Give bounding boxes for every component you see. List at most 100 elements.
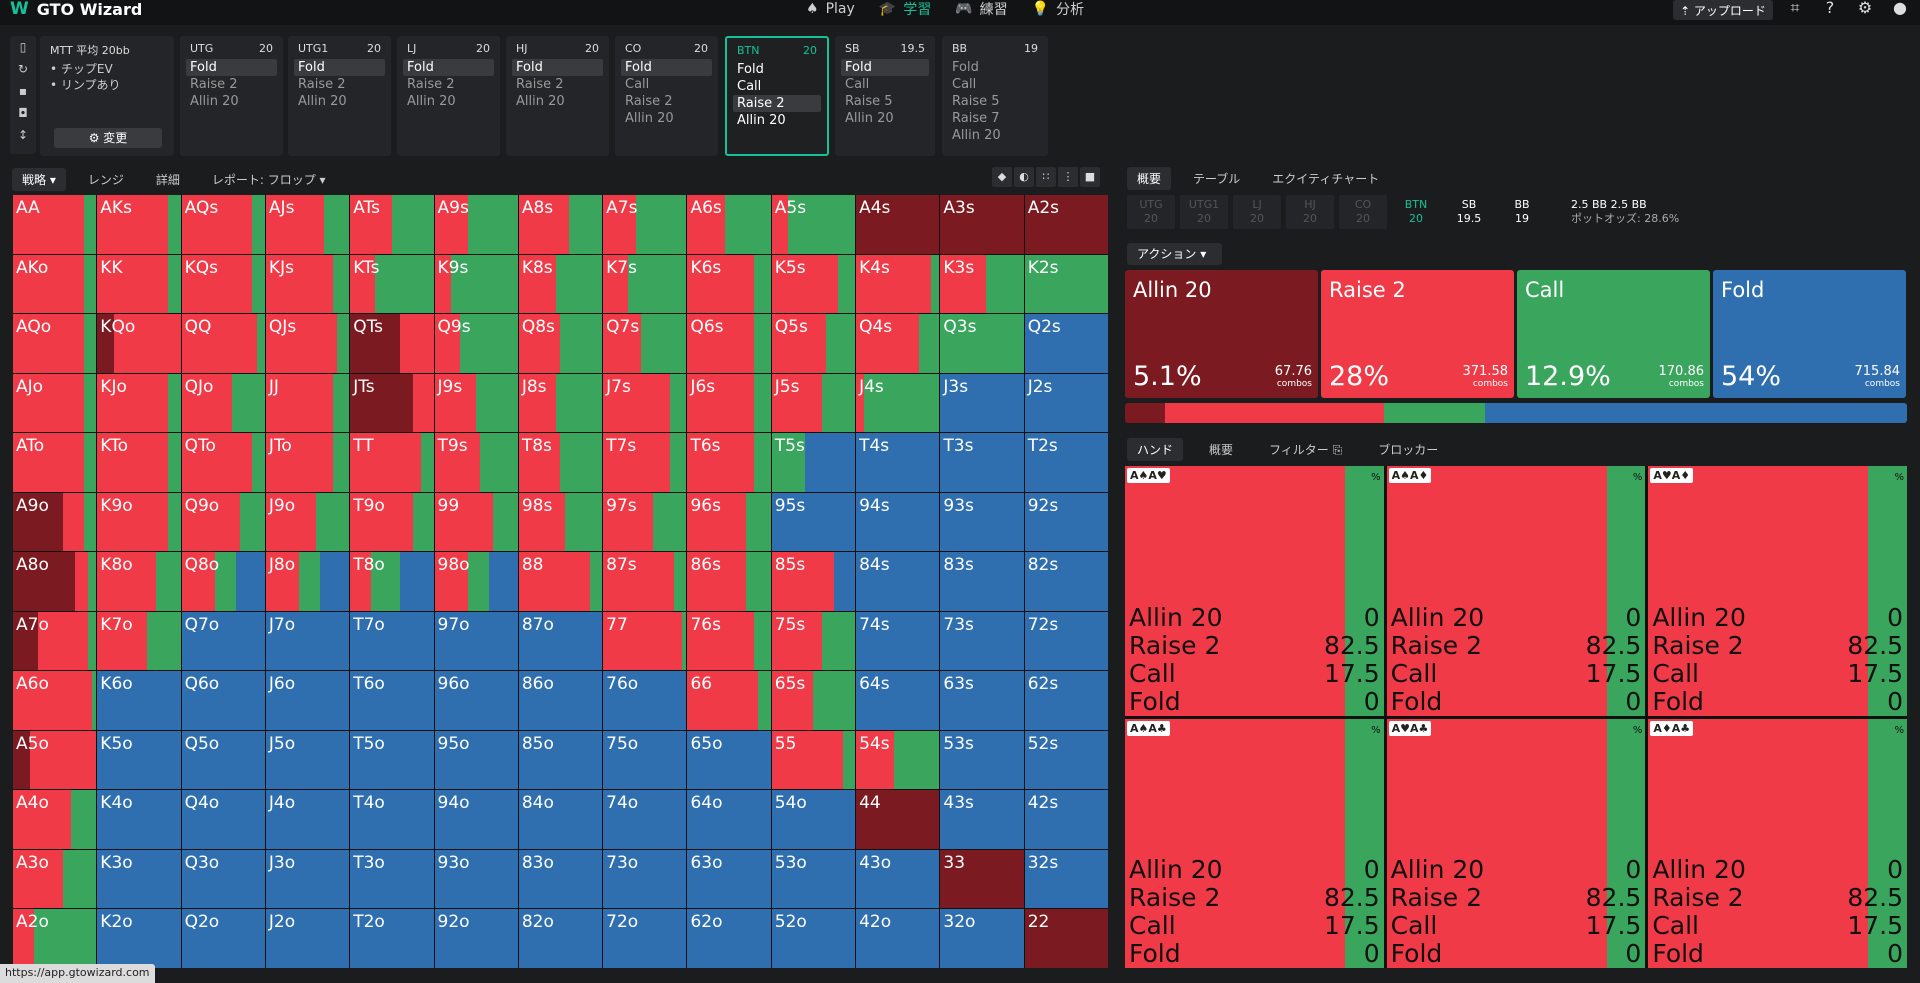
hand-cell[interactable]: K6o: [97, 671, 181, 730]
hand-cell[interactable]: K4o: [97, 790, 181, 849]
position-action[interactable]: Raise 2: [516, 77, 564, 92]
hand-cell[interactable]: Q5s: [771, 314, 856, 373]
hand-cell[interactable]: 74s: [856, 611, 940, 671]
hand-cell[interactable]: K5o: [97, 730, 181, 790]
hand-cell[interactable]: J6s: [687, 373, 771, 433]
hand-cell[interactable]: 98s: [518, 492, 603, 552]
hand-cell[interactable]: A2o: [13, 909, 97, 968]
hand-cell[interactable]: Q2o: [181, 909, 265, 968]
hand-cell[interactable]: T2s: [1024, 433, 1108, 492]
hand-cell[interactable]: 85o: [518, 730, 603, 790]
nav-item-1[interactable]: 🎓 学習: [879, 0, 931, 18]
position-card-sb[interactable]: SB 19.5 Fold Call Raise 5 Allin 20: [835, 36, 935, 156]
hand-cell[interactable]: 65o: [687, 730, 771, 790]
position-action[interactable]: Fold: [841, 59, 929, 76]
hand-tab-0[interactable]: ハンド: [1127, 437, 1184, 461]
hand-cell[interactable]: 82o: [518, 909, 603, 968]
hand-cell[interactable]: Q4o: [181, 790, 265, 849]
hand-cell[interactable]: 86s: [687, 552, 771, 611]
hand-cell[interactable]: J5s: [771, 373, 856, 433]
grid-tab-0[interactable]: 戦略 ▾: [12, 167, 66, 191]
hand-cell[interactable]: 33: [940, 849, 1024, 909]
hand-cell[interactable]: 93s: [940, 492, 1024, 552]
position-action[interactable]: Raise 7: [952, 111, 1000, 126]
position-action[interactable]: Fold: [294, 59, 385, 76]
bookmark-icon[interactable]: ▯: [19, 40, 27, 54]
hand-cell[interactable]: A6s: [687, 195, 771, 254]
hand-cell[interactable]: 77: [603, 611, 687, 671]
position-action[interactable]: Fold: [737, 62, 764, 77]
upload-button[interactable]: ⇡ アップロード: [1673, 0, 1773, 20]
hand-cell[interactable]: 94o: [434, 790, 518, 849]
hand-cell[interactable]: J6o: [265, 671, 350, 730]
hand-cell[interactable]: J8s: [518, 373, 603, 433]
hand-cell[interactable]: 43s: [940, 790, 1024, 849]
position-action[interactable]: Fold: [952, 60, 979, 75]
hand-cell[interactable]: AKo: [13, 254, 97, 314]
hand-cell[interactable]: 73o: [603, 849, 687, 909]
position-action[interactable]: Fold: [403, 59, 494, 76]
hand-cell[interactable]: K7s: [603, 254, 687, 314]
hand-tab-2[interactable]: フィルター ⎘: [1269, 442, 1343, 457]
combo-cell[interactable]: A♠A♣% Allin 20 0 Raise 2 82.5 Call 17.5 Fold 0: [1125, 718, 1384, 968]
hand-cell[interactable]: Q6s: [687, 314, 771, 373]
help-icon[interactable]: ?: [1825, 0, 1835, 17]
hand-cell[interactable]: A5s: [771, 195, 856, 254]
hand-cell[interactable]: JTs: [350, 373, 434, 433]
nav-item-3[interactable]: 💡 分析: [1032, 0, 1084, 18]
hand-cell[interactable]: 76o: [603, 671, 687, 730]
hand-cell[interactable]: Q3o: [181, 849, 265, 909]
hand-cell[interactable]: T5o: [350, 730, 434, 790]
hand-cell[interactable]: 74o: [603, 790, 687, 849]
hand-cell[interactable]: 66: [687, 671, 771, 730]
position-action[interactable]: Fold: [621, 59, 712, 76]
hand-cell[interactable]: 75s: [771, 611, 856, 671]
hand-cell[interactable]: J9o: [265, 492, 350, 552]
position-action[interactable]: Raise 5: [952, 94, 1000, 109]
hand-cell[interactable]: 95o: [434, 730, 518, 790]
position-card-btn[interactable]: BTN 20 Fold Call Raise 2 Allin 20: [725, 36, 829, 156]
posbar-btn[interactable]: BTN 20: [1392, 195, 1440, 229]
hand-cell[interactable]: K2s: [1024, 254, 1108, 314]
hand-cell[interactable]: T3o: [350, 849, 434, 909]
hand-cell[interactable]: A9o: [13, 492, 97, 552]
hand-cell[interactable]: T8s: [518, 433, 603, 492]
position-action[interactable]: Allin 20: [298, 94, 347, 109]
right-tab-0[interactable]: 概要: [1127, 166, 1172, 190]
hand-cell[interactable]: J7o: [265, 611, 350, 671]
hand-cell[interactable]: Q3s: [940, 314, 1024, 373]
hand-cell[interactable]: A9s: [434, 195, 518, 254]
expand-icon[interactable]: ↕: [17, 128, 29, 142]
hand-cell[interactable]: J4o: [265, 790, 350, 849]
hand-cell[interactable]: 63s: [940, 671, 1024, 730]
action-box-0[interactable]: Allin 20 5.1% 67.76 combos: [1125, 270, 1318, 398]
hand-tab-3[interactable]: ブロッカー: [1378, 442, 1439, 457]
hand-cell[interactable]: 53s: [940, 730, 1024, 790]
hand-cell[interactable]: 65s: [771, 671, 856, 730]
hand-cell[interactable]: 52s: [1024, 730, 1108, 790]
position-card-co[interactable]: CO 20 Fold Call Raise 2 Allin 20: [615, 36, 718, 156]
hand-cell[interactable]: 96o: [434, 671, 518, 730]
hand-cell[interactable]: AQo: [13, 314, 97, 373]
hand-cell[interactable]: JTo: [265, 433, 350, 492]
hand-cell[interactable]: 72o: [603, 909, 687, 968]
hand-cell[interactable]: Q7o: [181, 611, 265, 671]
hand-cell[interactable]: A2s: [1024, 195, 1108, 254]
hand-cell[interactable]: 42s: [1024, 790, 1108, 849]
save-icon[interactable]: ▪: [18, 84, 28, 98]
hand-cell[interactable]: T9o: [350, 492, 434, 552]
hand-cell[interactable]: A7o: [13, 611, 97, 671]
hand-cell[interactable]: K6s: [687, 254, 771, 314]
hand-cell[interactable]: Q6o: [181, 671, 265, 730]
position-action[interactable]: Call: [625, 77, 650, 92]
hand-cell[interactable]: T8o: [350, 552, 434, 611]
combo-cell[interactable]: A♠A♦% Allin 20 0 Raise 2 82.5 Call 17.5 Fold 0: [1386, 466, 1646, 716]
position-action[interactable]: Raise 5: [845, 94, 893, 109]
position-action[interactable]: Raise 2: [298, 77, 346, 92]
hand-cell[interactable]: K8s: [518, 254, 603, 314]
position-action[interactable]: Allin 20: [845, 111, 894, 126]
hand-cell[interactable]: 88: [518, 552, 603, 611]
position-action[interactable]: Raise 2: [625, 94, 673, 109]
hand-cell[interactable]: 44: [856, 790, 940, 849]
posbar-hj[interactable]: HJ 20: [1286, 195, 1334, 229]
